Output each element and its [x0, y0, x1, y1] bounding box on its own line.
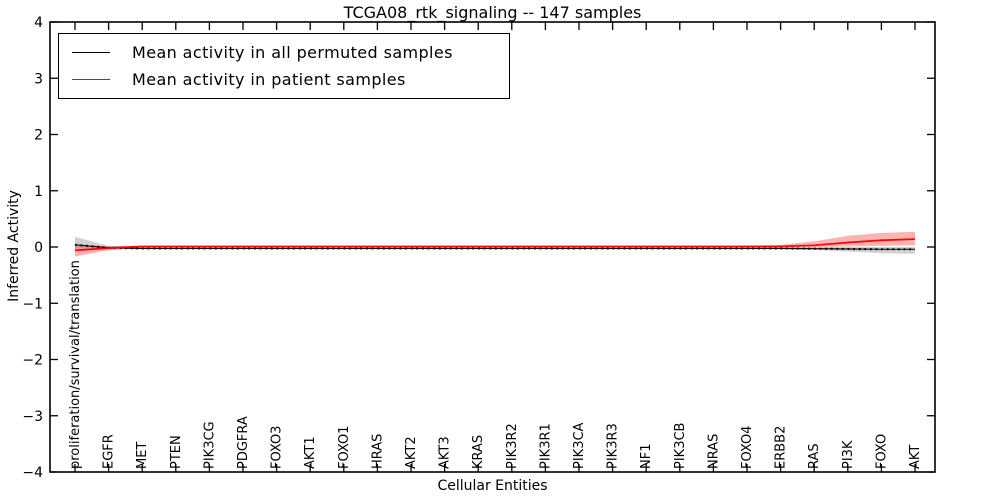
legend-label-patient: Mean activity in patient samples — [132, 70, 406, 89]
x-tick-label: PIK3CA — [572, 422, 587, 469]
x-tick-label: RAS — [807, 443, 822, 469]
x-tick-label: AKT — [908, 445, 923, 469]
series-line-markers-0 — [74, 243, 915, 251]
x-tick-label: proliferation/survival/translation — [68, 260, 83, 469]
y-tick-label: −3 — [22, 409, 43, 425]
y-tick-label: 0 — [34, 240, 43, 256]
y-tick-label: 1 — [34, 184, 43, 200]
legend-item-patient-samples: Mean activity in patient samples — [59, 66, 509, 93]
x-tick-label: FOXO4 — [740, 426, 755, 469]
x-tick-label: AKT2 — [404, 436, 419, 469]
x-tick-label: EGFR — [102, 434, 117, 469]
x-tick-label: FOXO3 — [270, 426, 285, 469]
x-tick-label: PDGFRA — [236, 416, 251, 469]
series-line-1 — [74, 238, 916, 252]
y-tick-label: 4 — [34, 15, 43, 31]
legend: Mean activity in all permuted samples Me… — [58, 33, 510, 99]
x-tick-label: PIK3CB — [673, 423, 688, 469]
y-tick-label: −1 — [22, 296, 43, 312]
legend-line-sample-permuted — [72, 52, 110, 53]
x-tick-label: NF1 — [639, 444, 654, 469]
legend-label-permuted: Mean activity in all permuted samples — [132, 43, 453, 62]
x-tick-label: PIK3R3 — [606, 423, 621, 469]
y-tick-label: 2 — [34, 128, 43, 144]
x-tick-label: KRAS — [471, 435, 486, 469]
x-tick-label: FOXO1 — [337, 426, 352, 469]
legend-item-permuted-samples: Mean activity in all permuted samples — [59, 39, 509, 66]
y-tick-label: −4 — [22, 465, 43, 481]
x-tick-label: ERBB2 — [774, 426, 789, 469]
series-band-1 — [75, 231, 915, 257]
legend-line-sample-patient — [72, 79, 110, 80]
x-axis-label: Cellular Entities — [437, 478, 548, 494]
x-tick-label: MET — [135, 442, 150, 469]
x-tick-label: PTEN — [169, 435, 184, 469]
x-tick-label: AKT3 — [438, 436, 453, 469]
x-tick-label: AKT1 — [303, 436, 318, 469]
x-tick-label: PIK3R1 — [538, 423, 553, 469]
x-tick-label: PIK3CG — [202, 421, 217, 469]
x-tick-label: HRAS — [370, 434, 385, 469]
x-tick-label: FOXO — [874, 434, 889, 469]
x-tick-label: NRAS — [706, 434, 721, 469]
y-tick-label: −2 — [22, 353, 43, 369]
x-tick-label: PIK3R2 — [505, 423, 520, 469]
y-tick-label: 3 — [34, 71, 43, 87]
x-tick-label: PI3K — [841, 440, 856, 469]
chart-title: TCGA08_rtk_signaling -- 147 samples — [343, 3, 642, 22]
y-axis-label: Inferred Activity — [6, 190, 22, 302]
